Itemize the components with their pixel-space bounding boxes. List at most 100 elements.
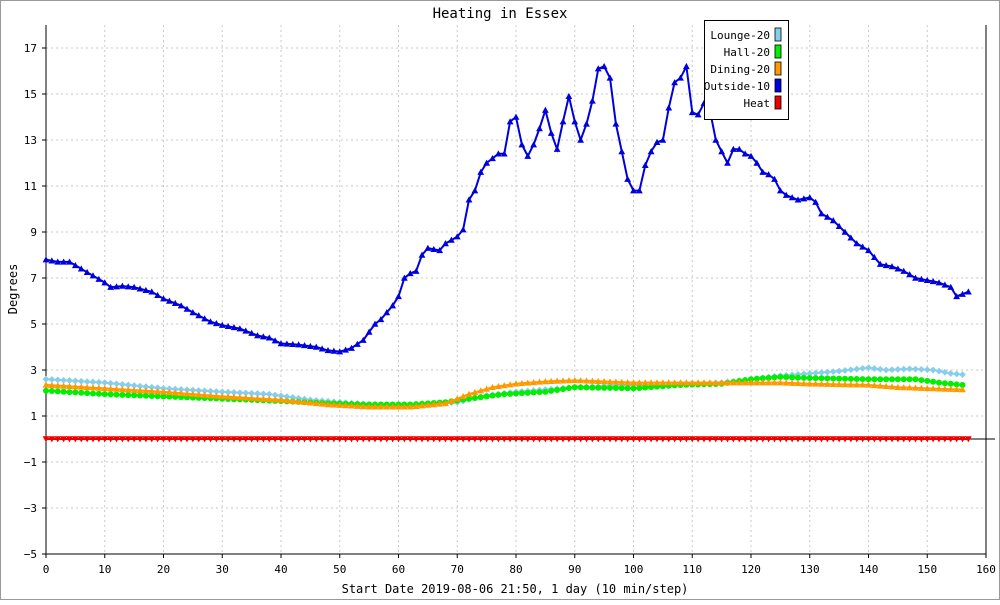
data-point <box>183 436 191 443</box>
data-point <box>107 436 115 443</box>
data-point <box>929 436 937 443</box>
data-point <box>66 436 73 443</box>
data-point <box>936 379 942 386</box>
data-point <box>607 384 613 391</box>
data-point <box>306 399 314 406</box>
legend-entry: Hall-20 <box>724 44 782 59</box>
legend: Lounge-20 Hall-20 Dining-20 Outside-10 Heat <box>704 20 789 120</box>
data-point <box>865 436 872 443</box>
data-point <box>78 389 85 396</box>
data-point <box>83 436 91 443</box>
data-point <box>277 392 285 400</box>
series-dining-20 <box>42 376 966 410</box>
data-point <box>459 436 467 443</box>
data-point <box>248 389 256 397</box>
data-point <box>917 436 925 443</box>
data-point <box>359 436 367 443</box>
data-point <box>553 145 561 152</box>
data-point <box>853 375 860 382</box>
y-tick-label: 1 <box>30 410 37 423</box>
data-point <box>823 213 831 220</box>
data-point <box>342 346 350 353</box>
data-point <box>348 402 355 409</box>
data-point <box>718 436 726 443</box>
data-point <box>165 385 173 393</box>
data-point <box>841 436 849 443</box>
data-point <box>201 436 209 443</box>
data-point <box>559 436 567 443</box>
data-point <box>953 381 960 388</box>
data-point <box>418 251 426 258</box>
data-point <box>794 370 802 378</box>
data-point <box>671 379 679 386</box>
data-point <box>125 392 132 399</box>
data-point <box>894 265 902 272</box>
data-point <box>642 384 649 391</box>
data-point <box>95 384 103 391</box>
data-point <box>277 340 285 347</box>
data-point <box>212 436 220 443</box>
data-point <box>724 159 731 166</box>
x-tick-label: 80 <box>509 563 522 576</box>
data-point <box>383 436 391 443</box>
data-point <box>636 384 643 391</box>
data-point <box>283 340 291 347</box>
data-point <box>518 379 526 387</box>
x-tick-label: 130 <box>800 563 820 576</box>
data-point <box>859 243 867 250</box>
data-point <box>277 396 285 403</box>
data-point <box>859 436 867 443</box>
data-point <box>700 436 708 443</box>
data-point <box>935 367 943 375</box>
data-point <box>107 391 114 398</box>
data-point <box>870 382 878 389</box>
data-point <box>935 385 943 392</box>
x-tick-label: 20 <box>157 563 170 576</box>
data-point <box>606 436 614 443</box>
legend-swatch <box>774 44 782 59</box>
data-point <box>265 395 273 402</box>
data-point <box>160 295 167 302</box>
data-point <box>201 315 209 322</box>
data-point <box>542 388 549 395</box>
data-point <box>747 152 755 159</box>
data-point <box>177 436 185 443</box>
data-point <box>465 390 473 397</box>
data-point <box>218 321 226 328</box>
data-point <box>847 381 855 388</box>
data-point <box>571 118 579 125</box>
data-point <box>947 283 955 290</box>
legend-entry: Outside-10 <box>704 78 782 93</box>
data-point <box>635 187 643 194</box>
data-point <box>565 377 573 384</box>
data-point <box>630 379 637 386</box>
data-point <box>536 436 543 443</box>
data-point <box>554 387 561 394</box>
data-point <box>466 395 472 402</box>
data-point <box>748 376 754 383</box>
data-point <box>224 388 232 396</box>
data-point <box>154 384 162 392</box>
data-point <box>841 228 849 235</box>
data-point <box>66 377 73 384</box>
data-point <box>812 375 819 382</box>
data-point <box>395 436 402 443</box>
data-point <box>412 402 420 409</box>
data-point <box>348 344 355 351</box>
data-point <box>959 436 966 443</box>
data-point <box>918 377 925 384</box>
data-point <box>436 400 444 407</box>
data-point <box>471 389 479 396</box>
data-point <box>89 384 97 391</box>
data-point <box>230 436 238 443</box>
data-point <box>142 436 150 443</box>
data-point <box>671 79 679 86</box>
data-point <box>424 436 432 443</box>
data-point <box>906 271 914 278</box>
data-point <box>924 377 931 384</box>
data-point <box>242 436 250 443</box>
data-point <box>48 381 56 389</box>
data-point <box>54 436 62 443</box>
data-point <box>289 340 297 348</box>
data-point <box>289 397 297 404</box>
